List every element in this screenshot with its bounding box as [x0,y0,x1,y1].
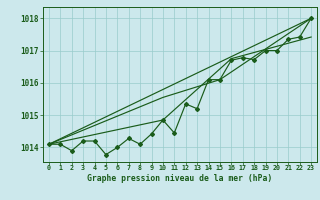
X-axis label: Graphe pression niveau de la mer (hPa): Graphe pression niveau de la mer (hPa) [87,174,273,183]
